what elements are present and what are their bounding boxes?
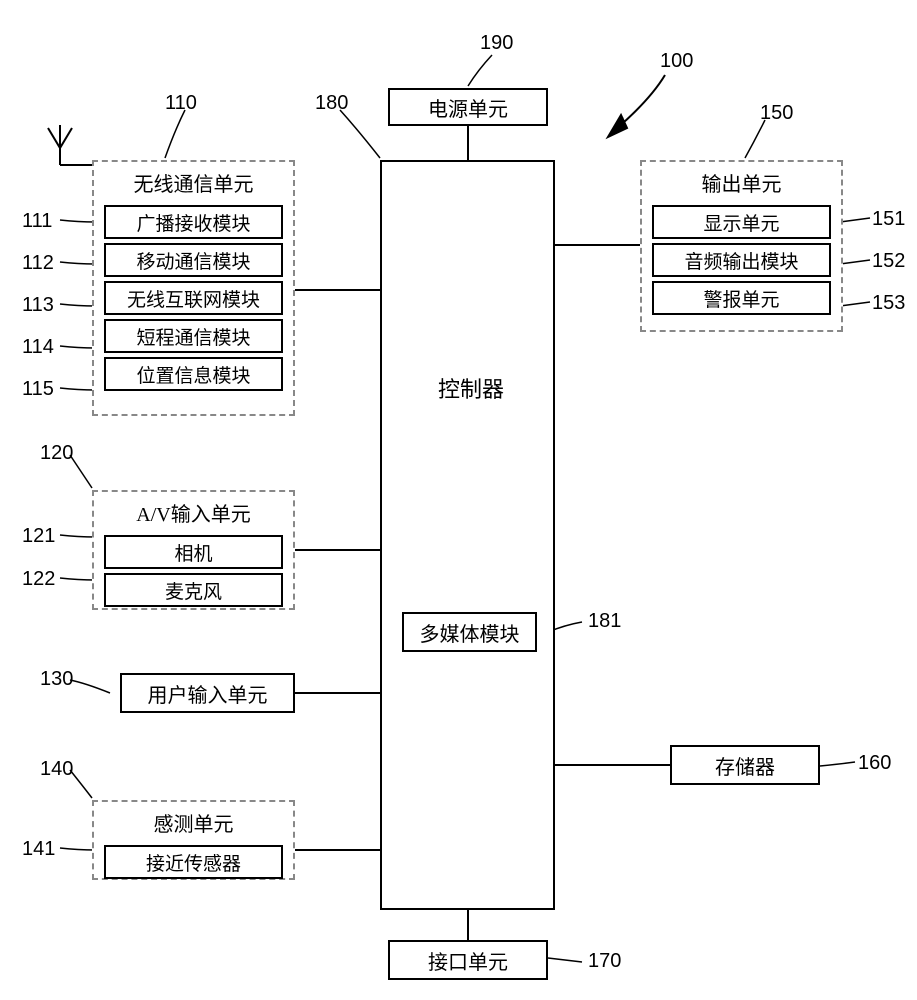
mic-label: 麦克风	[165, 577, 222, 604]
ref-113: 113	[22, 294, 54, 317]
location-label: 位置信息模块	[136, 361, 250, 388]
alarm-label: 警报单元	[703, 285, 779, 312]
proximity-label: 接近传感器	[146, 849, 241, 876]
user-input-box: 用户输入单元	[120, 673, 295, 713]
power-unit-label: 电源单元	[428, 93, 508, 122]
sensing-group: 感测单元 接近传感器	[92, 800, 295, 880]
ref-140: 140	[40, 758, 73, 781]
memory-label: 存储器	[715, 751, 775, 780]
broadcast-label: 广播接收模块	[136, 209, 250, 236]
ref-190: 190	[480, 32, 513, 55]
mobile-comm-box: 移动通信模块	[104, 243, 283, 277]
ref-151: 151	[872, 208, 905, 231]
location-box: 位置信息模块	[104, 357, 283, 391]
ref-150: 150	[760, 102, 793, 125]
ref-122: 122	[22, 568, 55, 591]
ref-112: 112	[22, 252, 54, 275]
ref-120: 120	[40, 442, 73, 465]
output-title: 输出单元	[642, 162, 841, 201]
audio-out-box: 音频输出模块	[652, 243, 831, 277]
multimedia-label: 多媒体模块	[420, 618, 520, 647]
alarm-box: 警报单元	[652, 281, 831, 315]
ref-152: 152	[872, 250, 905, 273]
ref-115: 115	[22, 378, 54, 401]
camera-box: 相机	[104, 535, 283, 569]
av-input-title: A/V输入单元	[94, 492, 293, 531]
display-box: 显示单元	[652, 205, 831, 239]
controller-box: 控制器 多媒体模块	[380, 160, 555, 910]
ref-130: 130	[40, 668, 73, 691]
ref-153: 153	[872, 292, 905, 315]
wireless-net-label: 无线互联网模块	[127, 285, 260, 312]
camera-label: 相机	[174, 539, 212, 566]
ref-181: 181	[588, 610, 621, 633]
ref-111: 111	[22, 210, 52, 233]
ref-100: 100	[660, 50, 693, 73]
interface-box: 接口单元	[388, 940, 548, 980]
output-group: 输出单元 显示单元 音频输出模块 警报单元	[640, 160, 843, 332]
proximity-box: 接近传感器	[104, 845, 283, 879]
ref-160: 160	[858, 752, 891, 775]
ref-110: 110	[165, 92, 197, 115]
interface-label: 接口单元	[428, 946, 508, 975]
short-range-label: 短程通信模块	[136, 323, 250, 350]
memory-box: 存储器	[670, 745, 820, 785]
ref-141: 141	[22, 838, 55, 861]
wireless-unit-group: 无线通信单元 广播接收模块 移动通信模块 无线互联网模块 短程通信模块 位置信息…	[92, 160, 295, 416]
broadcast-box: 广播接收模块	[104, 205, 283, 239]
av-input-group: A/V输入单元 相机 麦克风	[92, 490, 295, 610]
display-label: 显示单元	[703, 209, 779, 236]
wireless-unit-title: 无线通信单元	[94, 162, 293, 201]
mobile-comm-label: 移动通信模块	[136, 247, 250, 274]
multimedia-box: 多媒体模块	[402, 612, 537, 652]
power-unit-box: 电源单元	[388, 88, 548, 126]
mic-box: 麦克风	[104, 573, 283, 607]
short-range-box: 短程通信模块	[104, 319, 283, 353]
ref-114: 114	[22, 336, 54, 359]
ref-170: 170	[588, 950, 621, 973]
wireless-net-box: 无线互联网模块	[104, 281, 283, 315]
ref-121: 121	[22, 525, 55, 548]
sensing-title: 感测单元	[94, 802, 293, 841]
user-input-label: 用户输入单元	[148, 679, 268, 708]
controller-label: 控制器	[438, 372, 504, 404]
ref-180: 180	[315, 92, 348, 115]
audio-out-label: 音频输出模块	[684, 247, 798, 274]
